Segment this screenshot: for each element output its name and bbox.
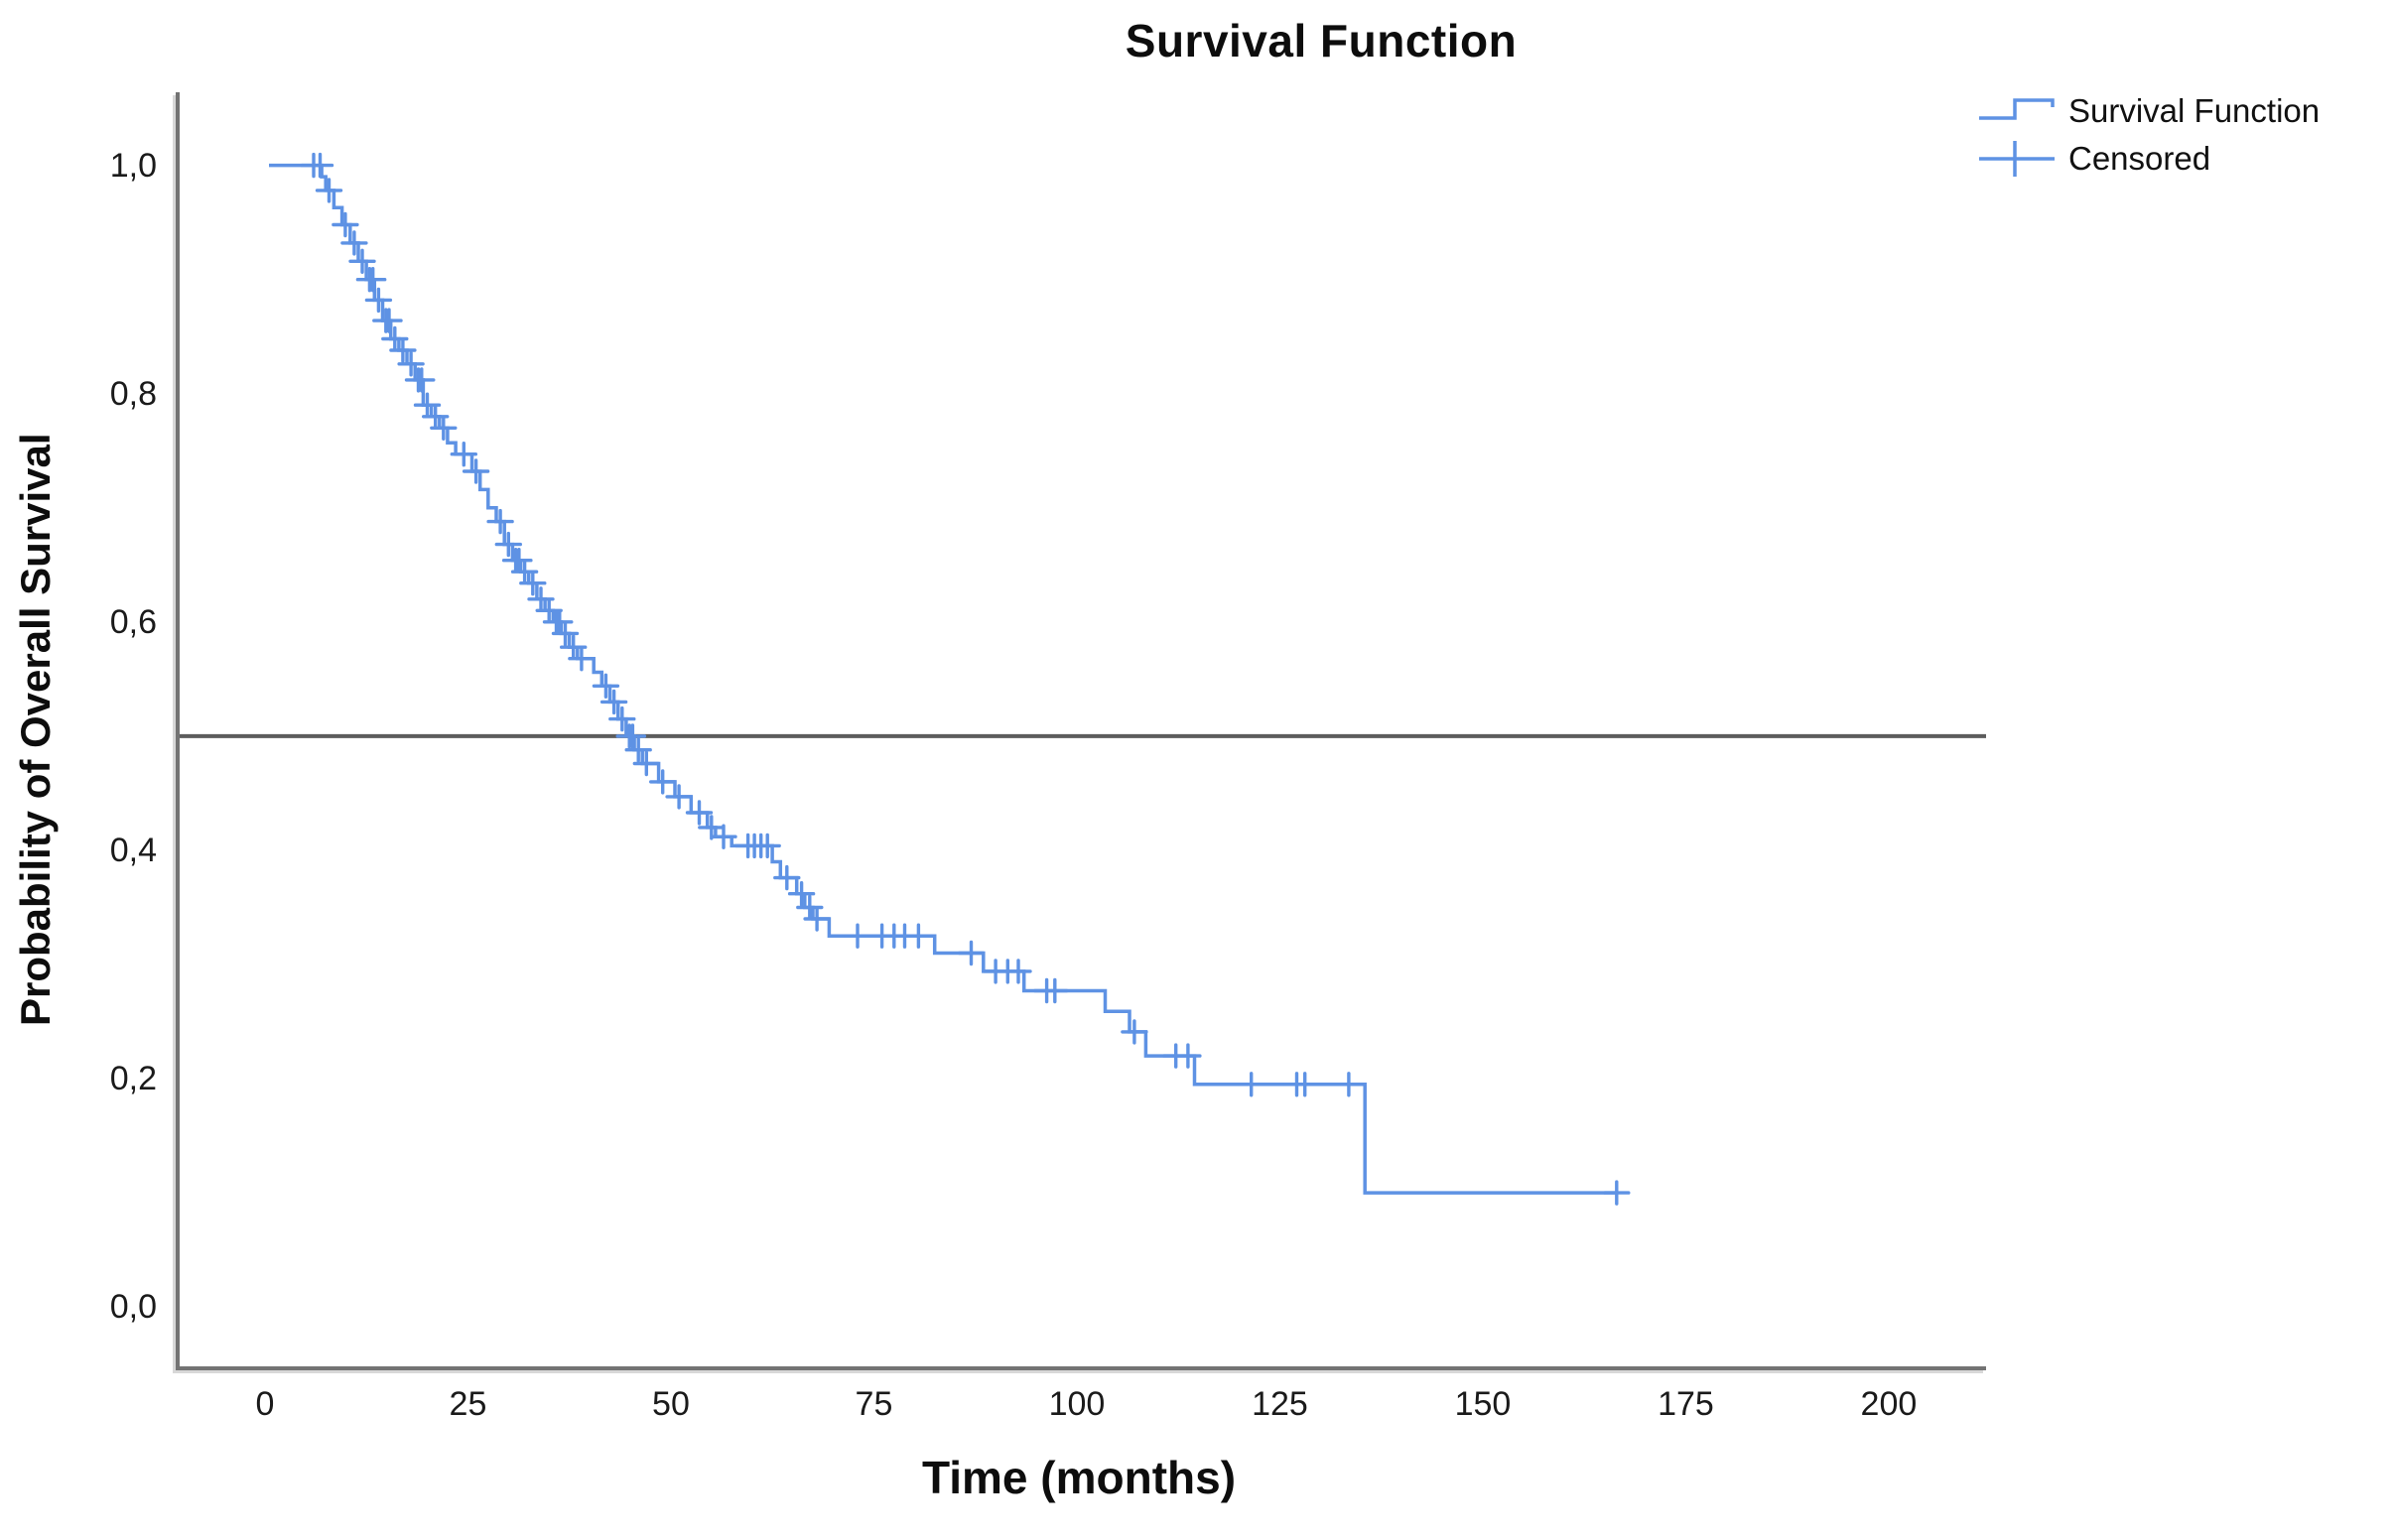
x-tick-label: 100: [1048, 1385, 1106, 1423]
x-axis-title: Time (months): [921, 1452, 1237, 1503]
legend-entry-censored: Censored: [1977, 137, 2320, 181]
y-tick-label: 0,0: [109, 1288, 157, 1327]
survival-curve: [269, 163, 1617, 1195]
survival-plot-svg: [180, 152, 1986, 1206]
chart-title: Survival Function: [1125, 15, 1518, 66]
legend-label-censored: Censored: [2068, 140, 2211, 177]
x-tick-label: 25: [449, 1385, 487, 1423]
legend-entry-survival: Survival Function: [1977, 89, 2320, 133]
x-tick-label: 175: [1658, 1385, 1714, 1423]
legend-label-survival: Survival Function: [2068, 92, 2321, 129]
y-tick-label: 1,0: [109, 146, 157, 185]
x-tick-label: 125: [1252, 1385, 1308, 1423]
y-tick-label: 0,2: [109, 1060, 157, 1098]
x-tick-label: 0: [255, 1385, 275, 1423]
y-tick-label: 0,6: [109, 602, 157, 641]
y-tick-label: 0,4: [109, 831, 157, 869]
x-tick-label: 50: [652, 1385, 690, 1423]
x-tick-label: 75: [855, 1385, 893, 1423]
step-line-icon: [1979, 98, 2055, 120]
x-tick-label: 150: [1454, 1385, 1512, 1423]
y-tick-label: 0,8: [109, 374, 157, 413]
plus-icon: [1979, 141, 2055, 177]
legend: Survival Function Censored: [1977, 89, 2320, 181]
plot-area: [176, 92, 1986, 1370]
x-tick-label: 200: [1860, 1385, 1918, 1423]
y-axis-title: Probability of Overall Survival: [12, 433, 59, 1026]
censored-marks: [300, 152, 1631, 1206]
